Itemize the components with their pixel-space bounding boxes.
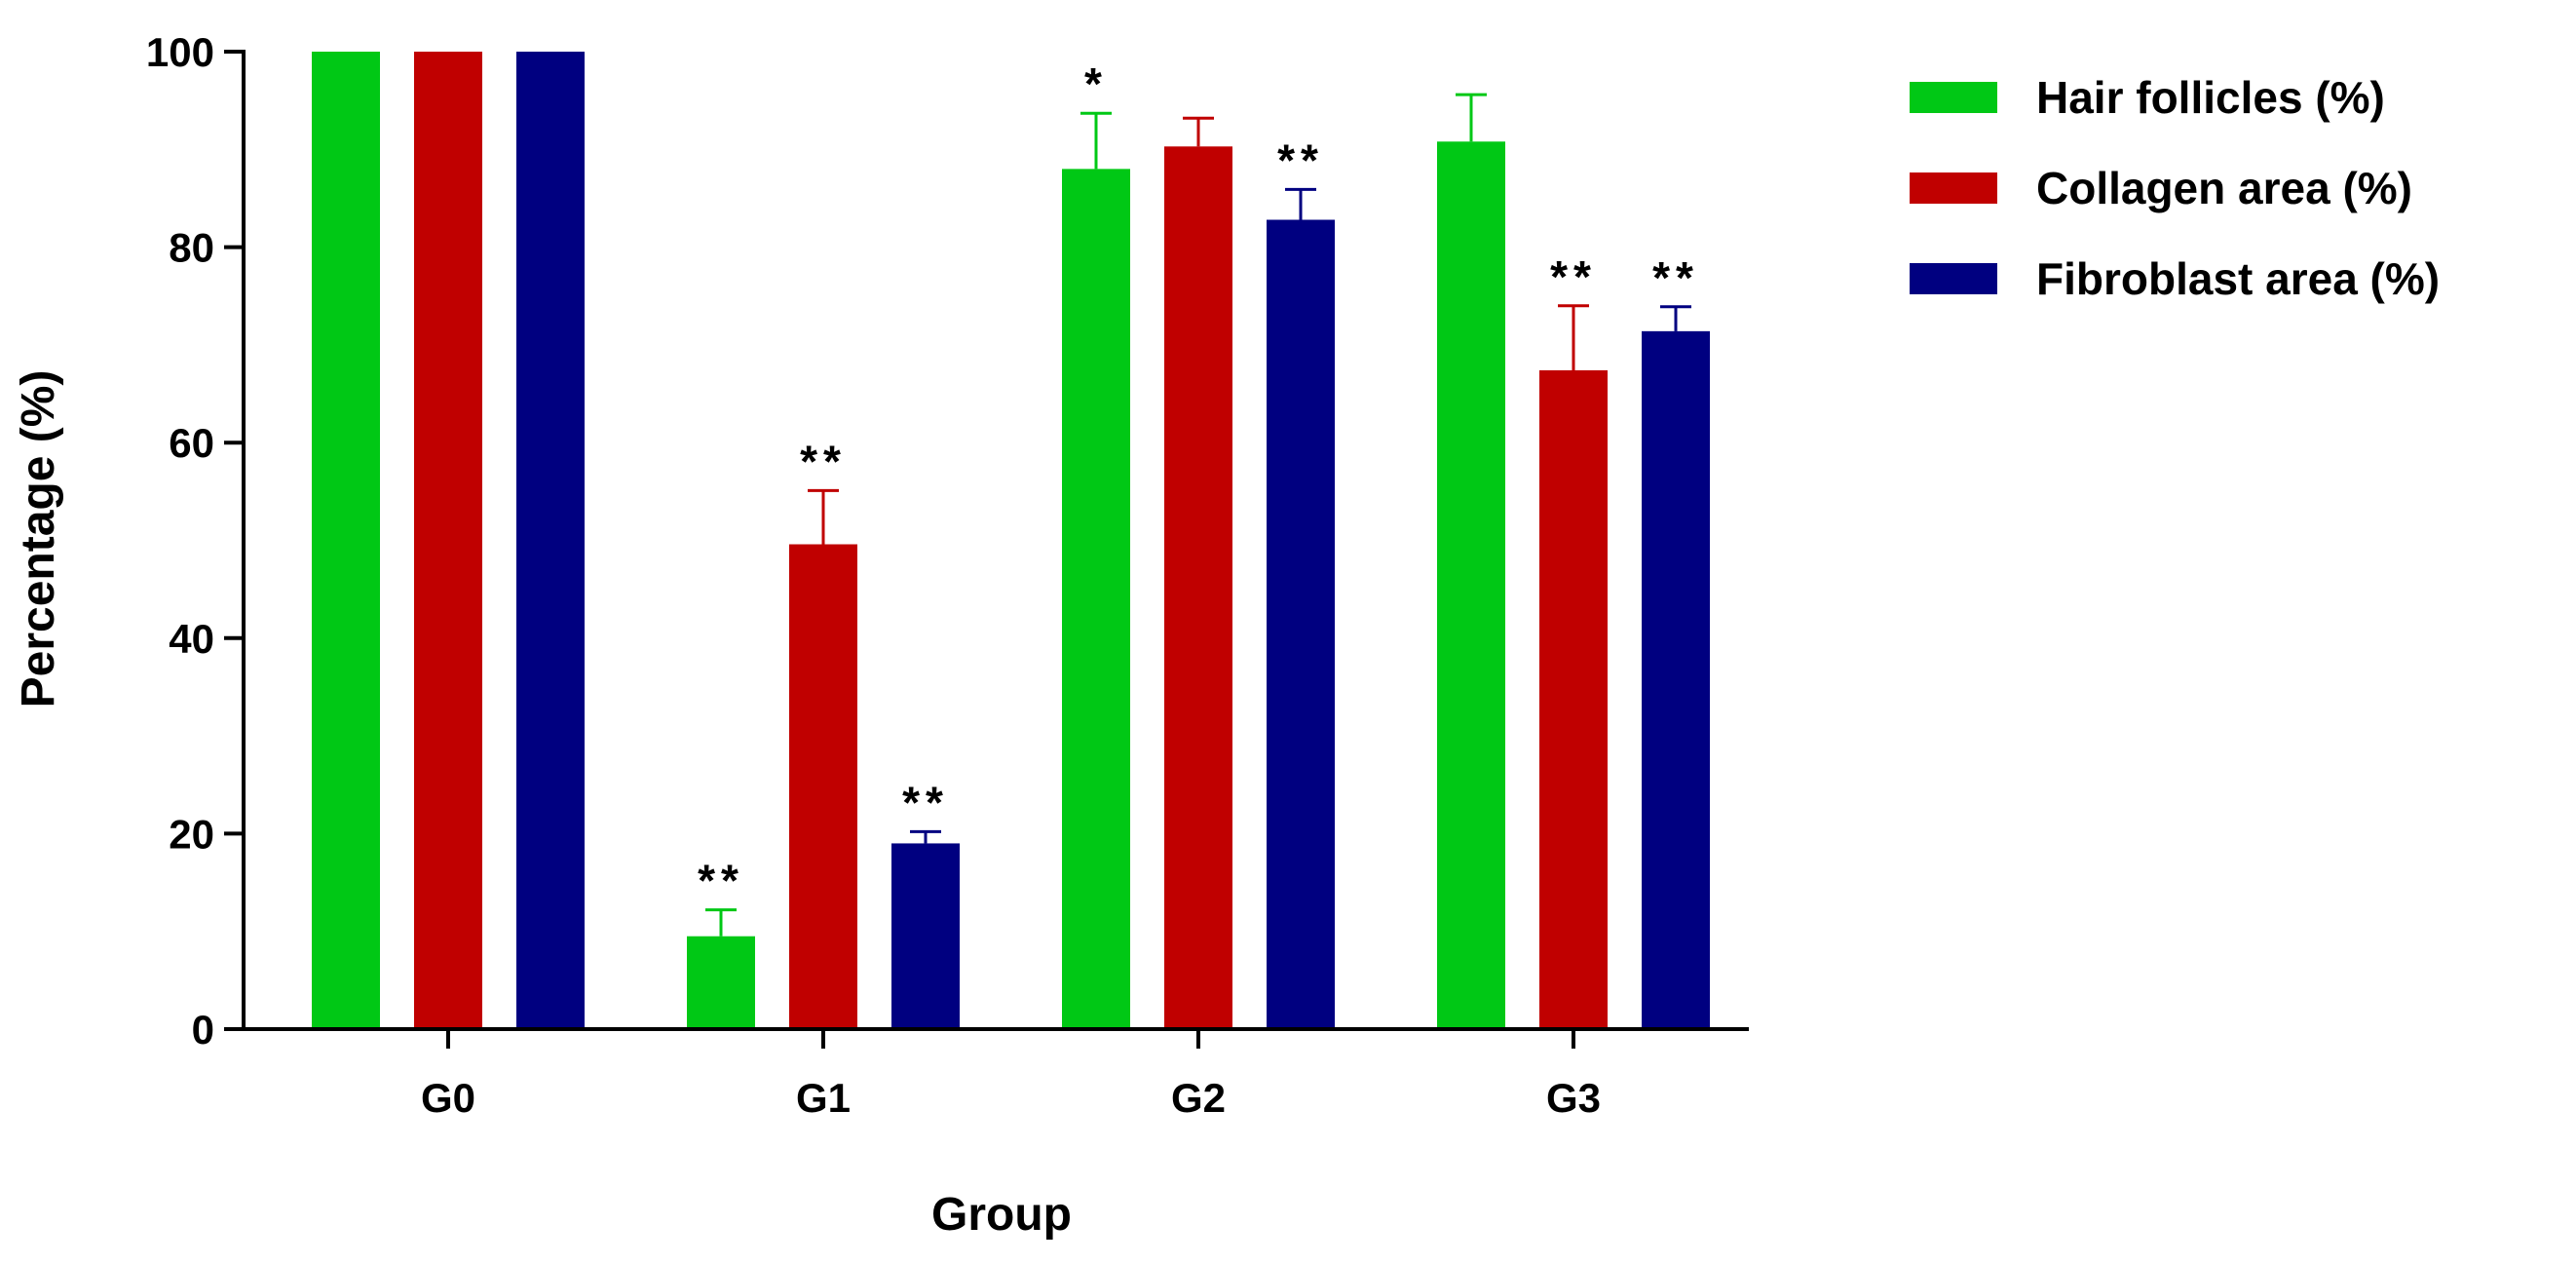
y-tick-label: 40 — [169, 616, 214, 662]
bar-g3-series-2 — [1539, 369, 1608, 1029]
bar-g1-series-3 — [891, 843, 960, 1029]
legend-label-1: Hair follicles (%) — [2036, 72, 2385, 123]
y-tick-label: 0 — [192, 1007, 214, 1052]
bar-g2-series-3 — [1267, 219, 1335, 1030]
y-tick-label: 60 — [169, 420, 214, 466]
x-ticks-layer: G0 G1 G2 G3 — [421, 1029, 1601, 1121]
legend: Hair follicles (%) Collagen area (%) Fibro… — [1910, 72, 2440, 304]
significance-mark: ** — [698, 856, 744, 906]
significance-layer: ************* — [698, 58, 1699, 906]
legend-swatch-3 — [1910, 263, 1997, 294]
bar-g0-series-1 — [312, 52, 380, 1029]
x-tick-label-g2: G2 — [1171, 1075, 1226, 1121]
bar-g0-series-2 — [414, 52, 482, 1029]
significance-mark: * — [1084, 58, 1108, 109]
significance-mark: ** — [1277, 134, 1324, 185]
significance-mark: ** — [1652, 252, 1699, 303]
x-tick-label-g3: G3 — [1546, 1075, 1601, 1121]
bar-g0-series-3 — [516, 52, 585, 1029]
significance-mark: ** — [1550, 251, 1597, 302]
bar-g1-series-1 — [687, 936, 755, 1029]
bar-g3-series-1 — [1437, 141, 1505, 1029]
significance-mark: ** — [902, 777, 949, 827]
legend-label-2: Collagen area (%) — [2036, 163, 2412, 213]
bar-g2-series-2 — [1164, 146, 1232, 1029]
bar-g1-series-2 — [789, 544, 857, 1029]
y-axis-title: Percentage (%) — [13, 370, 64, 708]
y-tick-label: 100 — [146, 29, 214, 75]
legend-swatch-1 — [1910, 82, 1997, 113]
bar-g2-series-1 — [1062, 169, 1130, 1030]
bar-g3-series-3 — [1642, 330, 1710, 1029]
x-tick-label-g0: G0 — [421, 1075, 475, 1121]
axes-layer — [242, 50, 1749, 1031]
legend-swatch-2 — [1910, 172, 1997, 204]
x-tick-label-g1: G1 — [796, 1075, 851, 1121]
bars-layer — [312, 52, 1710, 1030]
y-tick-label: 80 — [169, 225, 214, 271]
y-tick-label: 20 — [169, 811, 214, 857]
significance-mark: ** — [800, 436, 847, 486]
y-ticks-layer: 0 20 40 60 80 100 — [146, 29, 244, 1052]
legend-label-3: Fibroblast area (%) — [2036, 253, 2440, 304]
error-bars-layer — [705, 93, 1691, 937]
x-axis-title: Group — [931, 1189, 1072, 1241]
